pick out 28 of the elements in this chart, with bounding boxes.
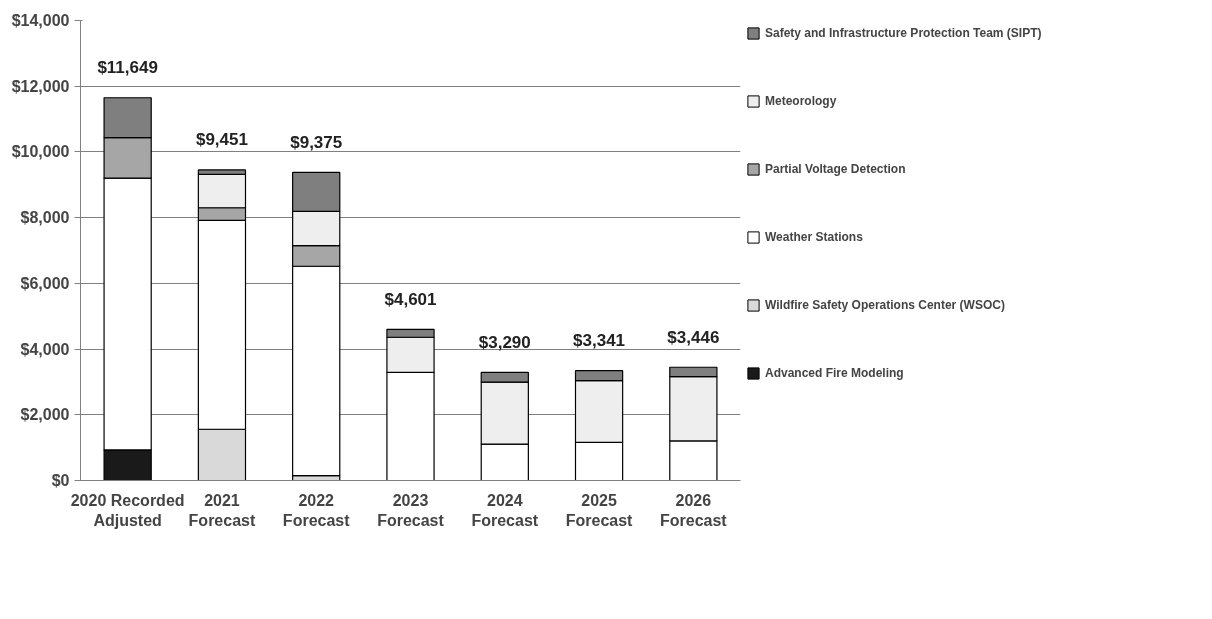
legend-label: Meteorology	[765, 94, 837, 108]
total-label: $3,341	[573, 331, 626, 351]
x-tick-label: 2024 Forecast	[471, 491, 539, 529]
y-tick-label: $2,000	[20, 406, 70, 424]
total-label: $9,375	[290, 132, 343, 152]
legend-label: Advanced Fire Modeling	[765, 366, 904, 380]
y-tick-label: $14,000	[11, 12, 70, 29]
x-tick-label: 2023 Forecast	[377, 491, 445, 529]
legend-label: Safety and Infrastructure Protection Team (SIPT)	[765, 26, 1042, 40]
total-label: $3,446	[667, 327, 720, 347]
legend-label: Partial Voltage Detection	[765, 162, 906, 176]
y-tick-label: $0	[51, 472, 70, 489]
legend-label: Weather Stations	[765, 230, 863, 244]
total-label: $4,601	[384, 289, 437, 309]
x-tick-label: 2026 Forecast	[660, 491, 728, 529]
y-tick-label: $4,000	[20, 340, 70, 358]
total-label: $3,290	[478, 332, 531, 352]
y-tick-label: $8,000	[20, 209, 70, 227]
x-tick-label: 2022 Forecast	[282, 491, 351, 529]
x-tick-label: 2025 Forecast	[565, 491, 634, 529]
total-label: $11,649	[97, 58, 158, 78]
y-tick-label: $6,000	[20, 274, 70, 292]
total-label: $9,451	[195, 130, 248, 150]
x-tick-label: 2020 Recorded Adjusted	[70, 491, 185, 529]
legend-label: Wildfire Safety Operations Center (WSOC)	[765, 298, 1005, 312]
x-tick-label: 2021 Forecast	[188, 491, 256, 529]
y-tick-label: $10,000	[11, 143, 70, 161]
y-tick-label: $12,000	[11, 77, 70, 95]
